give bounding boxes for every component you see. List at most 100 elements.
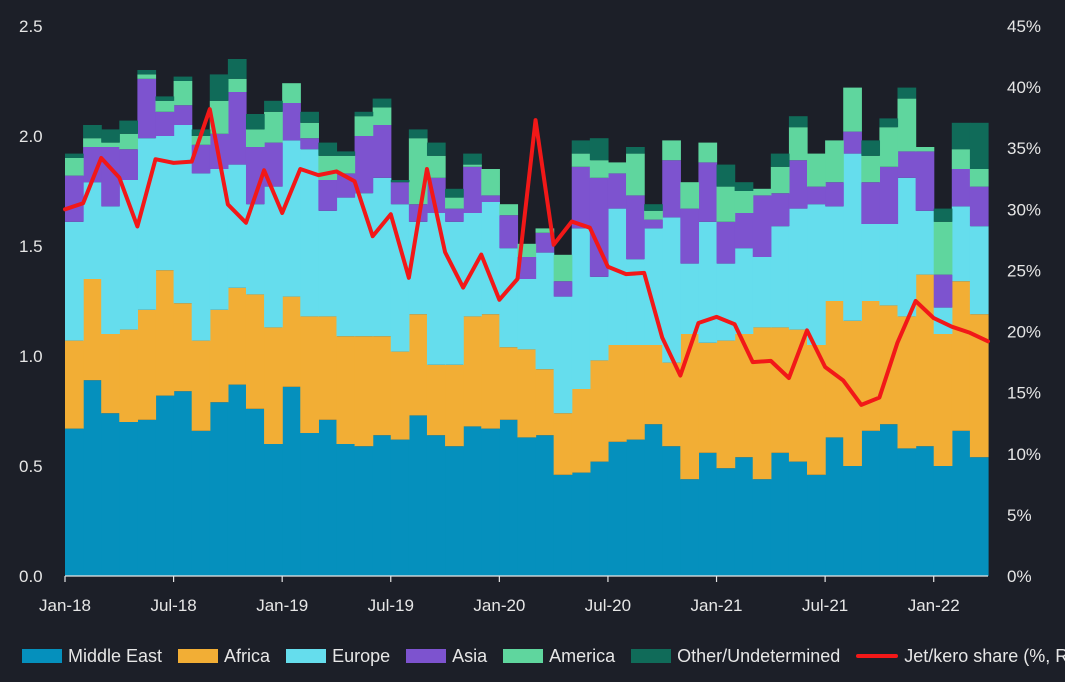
bar-america-30: [607, 162, 627, 174]
bar-other-undetermined-4: [137, 70, 157, 75]
bar-africa-10: [245, 294, 265, 409]
bar-america-37: [734, 191, 754, 213]
bar-other-undetermined-21: [445, 188, 464, 198]
bar-europe-41: [807, 204, 826, 345]
bar-africa-38: [752, 327, 772, 480]
bar-other-undetermined-6: [173, 76, 193, 81]
bar-europe-40: [788, 208, 808, 330]
bar-other-undetermined-50: [969, 122, 989, 169]
bar-other-undetermined-15: [336, 151, 356, 156]
y2-tick-label-1: 5%: [1007, 506, 1032, 525]
bar-europe-36: [716, 263, 736, 341]
bar-middle-east-2: [101, 413, 120, 576]
bar-asia-49: [951, 169, 971, 207]
bar-america-0: [65, 158, 84, 176]
bar-europe-10: [245, 204, 265, 295]
bar-asia-10: [245, 147, 265, 205]
bar-africa-9: [227, 287, 247, 385]
bar-other-undetermined-31: [626, 147, 645, 154]
bar-africa-18: [390, 351, 410, 440]
legend-swatch-america: [503, 649, 544, 663]
bar-middle-east-22: [463, 426, 482, 576]
bar-middle-east-33: [662, 446, 681, 576]
bar-africa-23: [481, 314, 500, 429]
legend-item-america: America: [503, 646, 615, 667]
bar-asia-25: [517, 257, 537, 279]
x-tick-label-6: Jan-21: [691, 596, 743, 615]
bar-africa-44: [861, 301, 881, 431]
bar-africa-28: [571, 389, 591, 473]
legend-item-jet-kero-share: Jet/kero share (%, RHS): [856, 646, 1065, 667]
bar-middle-east-42: [825, 437, 844, 576]
bar-america-43: [843, 87, 862, 132]
bar-america-32: [644, 210, 663, 220]
bar-africa-49: [951, 281, 971, 431]
bar-other-undetermined-10: [245, 114, 265, 130]
bar-africa-50: [969, 314, 989, 458]
bar-other-undetermined-3: [119, 120, 138, 134]
bar-asia-33: [662, 160, 681, 218]
bar-middle-east-26: [535, 435, 555, 576]
bar-asia-41: [807, 186, 826, 205]
bar-middle-east-32: [644, 424, 663, 576]
bar-africa-13: [300, 316, 319, 433]
bar-america-9: [227, 78, 247, 92]
bar-africa-27: [553, 413, 573, 475]
bar-other-undetermined-37: [734, 182, 754, 191]
bar-america-28: [571, 153, 591, 167]
bar-africa-22: [463, 316, 482, 427]
bar-asia-44: [861, 182, 881, 224]
bar-europe-46: [897, 177, 917, 317]
bar-europe-9: [227, 164, 247, 288]
bar-africa-29: [589, 360, 609, 462]
bar-europe-38: [752, 257, 772, 328]
bar-middle-east-17: [372, 435, 392, 576]
bar-middle-east-14: [318, 419, 338, 576]
bar-america-1: [83, 138, 102, 147]
y-tick-label-2: 1.0: [19, 347, 43, 366]
bar-other-undetermined-8: [209, 74, 229, 101]
bar-europe-0: [65, 221, 84, 341]
bar-europe-35: [698, 221, 718, 343]
bar-europe-17: [372, 177, 392, 337]
bar-middle-east-31: [626, 439, 645, 576]
bar-europe-30: [607, 208, 627, 345]
bar-africa-36: [716, 340, 736, 469]
bar-middle-east-15: [336, 444, 356, 576]
bar-europe-11: [264, 186, 283, 328]
bar-asia-22: [463, 166, 482, 213]
bar-middle-east-8: [209, 402, 229, 576]
bar-africa-12: [282, 296, 301, 387]
bar-asia-30: [607, 173, 627, 209]
bar-asia-29: [589, 177, 609, 277]
bar-asia-12: [282, 103, 301, 141]
bar-africa-32: [644, 345, 663, 425]
bar-africa-1: [83, 279, 102, 381]
bar-middle-east-45: [879, 424, 899, 576]
bar-asia-47: [915, 151, 935, 211]
bar-africa-37: [734, 334, 754, 458]
x-tick-label-5: Jul-20: [585, 596, 631, 615]
bar-europe-14: [318, 210, 338, 317]
bar-asia-38: [752, 195, 772, 257]
bar-america-17: [372, 107, 392, 125]
x-tick-label-2: Jan-19: [256, 596, 308, 615]
bar-other-undetermined-44: [861, 140, 881, 156]
x-tick-label-7: Jul-21: [802, 596, 848, 615]
bar-africa-42: [825, 301, 844, 438]
y-tick-label-3: 1.5: [19, 237, 43, 256]
bar-middle-east-5: [155, 395, 175, 576]
bar-middle-east-4: [137, 419, 157, 576]
bar-europe-2: [101, 206, 120, 334]
bar-asia-34: [680, 208, 700, 264]
bar-africa-7: [191, 340, 211, 431]
bar-asia-24: [499, 215, 519, 249]
bar-africa-14: [318, 316, 338, 420]
bar-other-undetermined-32: [644, 204, 663, 211]
bar-america-16: [354, 116, 374, 136]
bar-middle-east-13: [300, 433, 319, 576]
y2-tick-label-9: 45%: [1007, 17, 1041, 36]
legend-swatch-jet-kero-share: [856, 654, 899, 658]
bar-middle-east-23: [481, 428, 500, 576]
bar-asia-46: [897, 151, 917, 178]
